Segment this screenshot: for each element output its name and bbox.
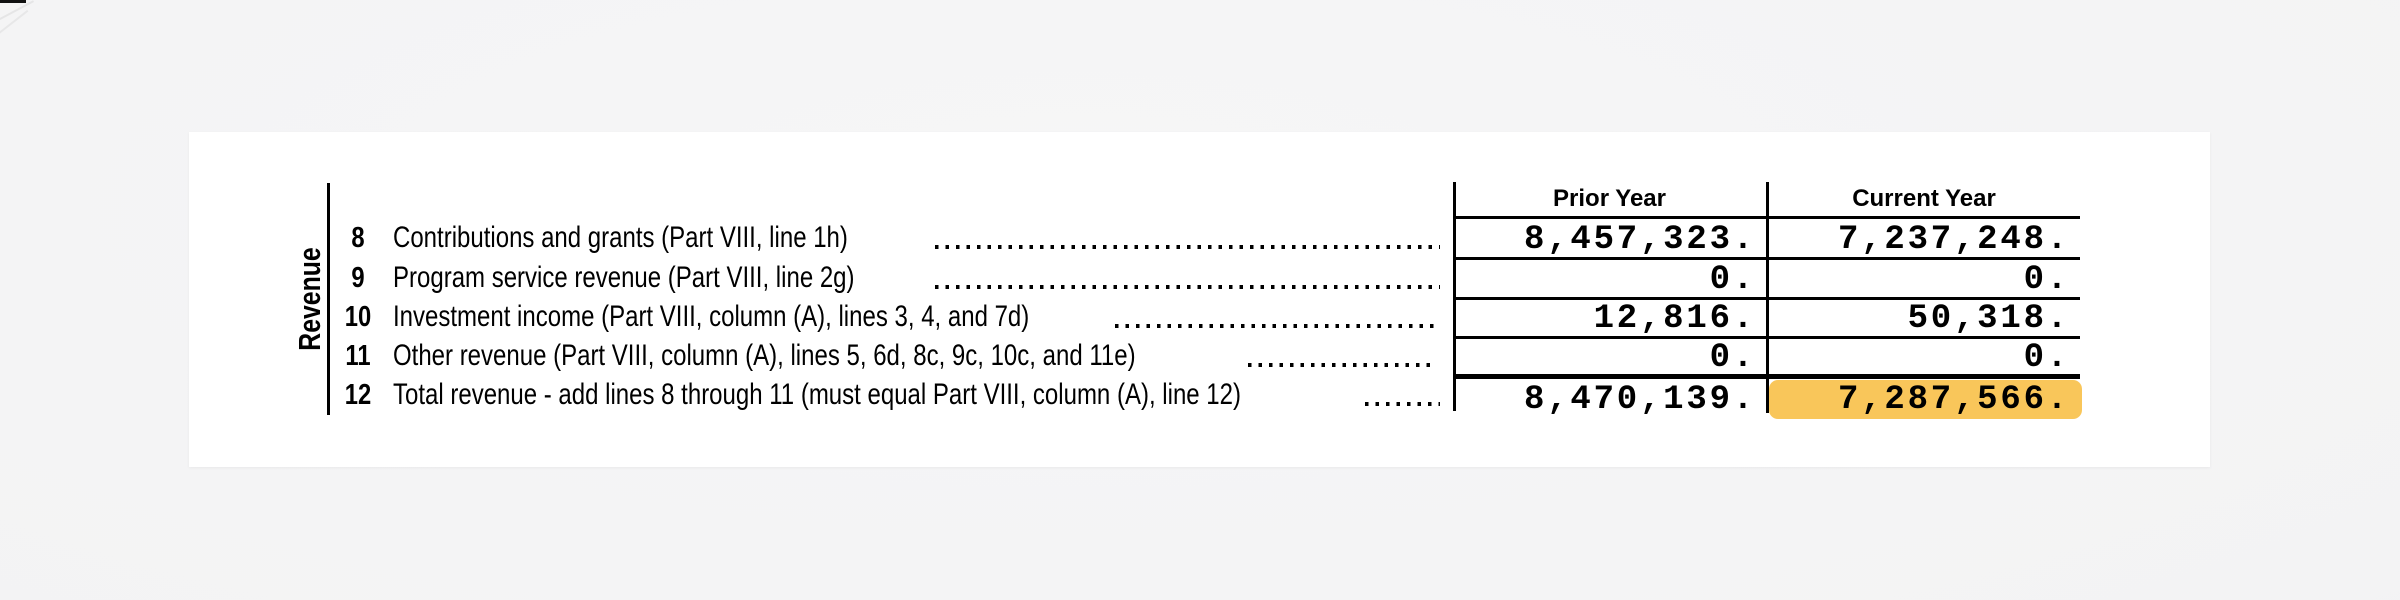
dotted-leader	[935, 245, 1440, 249]
prior-year-value: 12,816.	[1593, 300, 1756, 338]
dotted-leader	[1248, 363, 1435, 367]
table-total-rule	[1453, 374, 2080, 379]
dotted-leader	[1115, 324, 1435, 328]
row-label: Contributions and grants (Part VIII, lin…	[393, 221, 848, 254]
column-header-prior-year: Prior Year	[1553, 185, 1666, 212]
clipped-corner-artifact	[0, 0, 26, 3]
column-header-current-year: Current Year	[1852, 185, 1996, 212]
total-revenue-highlight	[1769, 380, 2082, 419]
current-year-value: 7,237,248.	[1837, 221, 2070, 259]
current-year-value: 50,318.	[1907, 300, 2070, 338]
row-label: Total revenue - add lines 8 through 11 (…	[393, 378, 1241, 411]
table-header-underline	[1453, 216, 2080, 219]
prior-year-value: 0.	[1709, 339, 1756, 377]
prior-year-value: 8,457,323.	[1523, 221, 1756, 259]
revenue-section-bracket-line	[327, 183, 330, 415]
row-number: 9	[351, 262, 365, 294]
clipped-corner-streak	[0, 9, 29, 37]
prior-year-value: 8,470,139.	[1523, 381, 1756, 419]
revenue-section-label: Revenue	[292, 247, 327, 351]
table-row-divider	[1453, 297, 2080, 300]
row-label: Other revenue (Part VIII, column (A), li…	[393, 339, 1136, 372]
table-row-divider	[1453, 336, 2080, 339]
dotted-leader	[1365, 402, 1440, 406]
current-year-value: 0.	[2023, 261, 2070, 299]
row-label: Program service revenue (Part VIII, line…	[393, 261, 855, 294]
row-number: 12	[344, 379, 372, 411]
row-number: 11	[345, 340, 371, 372]
current-year-value: 0.	[2023, 339, 2070, 377]
current-year-value-highlighted: 7,287,566.	[1837, 381, 2070, 419]
row-number: 8	[351, 222, 365, 254]
prior-year-value: 0.	[1709, 261, 1756, 299]
table-row-divider	[1453, 257, 2080, 260]
row-number: 10	[344, 301, 372, 333]
dotted-leader	[935, 285, 1440, 289]
table-left-border	[1453, 182, 1456, 411]
row-label: Investment income (Part VIII, column (A)…	[393, 300, 1030, 333]
